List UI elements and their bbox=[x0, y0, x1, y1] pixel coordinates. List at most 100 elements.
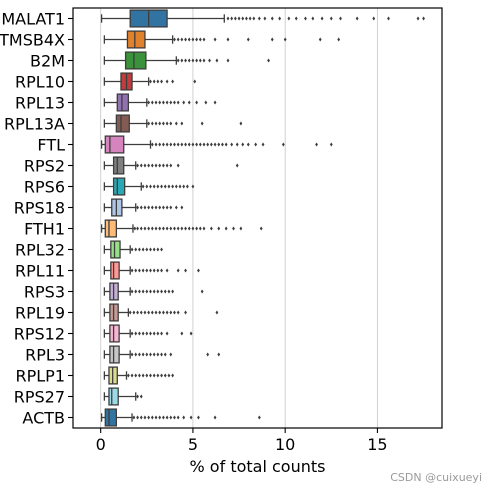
outlier-ftl-7 bbox=[176, 142, 180, 147]
outlier-ftl-27 bbox=[281, 142, 285, 147]
outlier-rps6-12 bbox=[185, 184, 189, 189]
outlier-rpl13-6 bbox=[169, 100, 173, 105]
outlier-rps2-5 bbox=[154, 163, 158, 168]
outlier-malat1-7 bbox=[252, 16, 256, 21]
outlier-rpl13-3 bbox=[158, 100, 162, 105]
outlier-malat1-20 bbox=[372, 16, 376, 21]
outlier-rps3-12 bbox=[200, 289, 204, 294]
vertical-gridlines bbox=[100, 8, 378, 428]
outlier-rpl19-4 bbox=[143, 310, 147, 315]
outlier-malat1-11 bbox=[278, 16, 282, 21]
outlier-ftl-19 bbox=[221, 142, 224, 147]
outlier-rps6-8 bbox=[171, 184, 175, 189]
outlier-rpl32-1 bbox=[134, 247, 138, 252]
outlier-rpl11-10 bbox=[176, 268, 180, 273]
outlier-rps12-8 bbox=[160, 331, 163, 336]
outlier-ftl-22 bbox=[235, 142, 239, 147]
outlier-fth1-5 bbox=[150, 226, 154, 231]
outlier-fth1-24 bbox=[239, 226, 243, 231]
outlier-rps2-10 bbox=[176, 163, 180, 168]
box-actb bbox=[100, 408, 261, 427]
outlier-fth1-11 bbox=[173, 226, 176, 231]
y-tick-label-rplp1: RPLP1 bbox=[15, 367, 65, 386]
outlier-rps6-9 bbox=[174, 184, 178, 189]
iqr-box-rps6 bbox=[112, 177, 126, 196]
outlier-rplp1-10 bbox=[163, 373, 167, 378]
outlier-fth1-13 bbox=[180, 226, 184, 231]
outlier-rps6-13 bbox=[191, 184, 195, 189]
outlier-rpl19-1 bbox=[132, 310, 136, 315]
outlier-rpl3-3 bbox=[141, 352, 145, 357]
box-rps6 bbox=[103, 177, 195, 196]
outlier-malat1-19 bbox=[355, 16, 359, 21]
outlier-ftl-3 bbox=[162, 142, 165, 147]
outlier-b2m-4 bbox=[191, 58, 195, 63]
outlier-rps3-8 bbox=[160, 289, 163, 294]
outlier-malat1-2 bbox=[233, 16, 237, 21]
outlier-tmsb4x-12 bbox=[270, 37, 274, 42]
outlier-rpl13-13 bbox=[213, 100, 217, 105]
outlier-rpl32-3 bbox=[141, 247, 145, 252]
outlier-malat1-14 bbox=[304, 16, 307, 21]
outlier-tmsb4x-3 bbox=[184, 37, 187, 42]
outlier-malat1-3 bbox=[237, 16, 241, 21]
outlier-actb-13 bbox=[182, 415, 186, 420]
outlier-actb-15 bbox=[197, 415, 200, 420]
outlier-tmsb4x-2 bbox=[180, 37, 184, 42]
outlier-ftl-13 bbox=[198, 142, 202, 147]
outlier-tmsb4x-7 bbox=[198, 37, 202, 42]
box-rpl19 bbox=[103, 303, 219, 322]
outlier-b2m-8 bbox=[208, 58, 211, 63]
outlier-rpl13a-7 bbox=[174, 121, 178, 126]
outlier-rpl3-4 bbox=[145, 352, 149, 357]
outlier-rpl19-3 bbox=[139, 310, 143, 315]
outlier-actb-11 bbox=[173, 415, 176, 420]
box-tmsb4x bbox=[103, 30, 341, 49]
outlier-malat1-1 bbox=[230, 16, 234, 21]
iqr-box-fth1 bbox=[104, 219, 118, 238]
outlier-b2m-3 bbox=[187, 58, 191, 63]
outlier-rpl32-5 bbox=[149, 247, 152, 252]
outlier-fth1-25 bbox=[259, 226, 263, 231]
outlier-rps18-8 bbox=[165, 205, 169, 210]
outlier-ftl-6 bbox=[173, 142, 176, 147]
outlier-rpl11-7 bbox=[156, 268, 160, 273]
outlier-rps12-3 bbox=[141, 331, 145, 336]
outlier-actb-12 bbox=[176, 415, 180, 420]
outlier-ftl-1 bbox=[154, 142, 158, 147]
box-rpl10 bbox=[103, 72, 197, 91]
outlier-rpl3-5 bbox=[149, 352, 152, 357]
outlier-rps18-0 bbox=[136, 205, 139, 210]
outlier-ftl-24 bbox=[246, 142, 250, 147]
y-tick-label-ftl: FTL bbox=[37, 136, 65, 155]
box-rps12 bbox=[103, 324, 193, 343]
outlier-rps12-10 bbox=[180, 331, 184, 336]
outlier-ftl-25 bbox=[254, 142, 258, 147]
outlier-fth1-3 bbox=[143, 226, 147, 231]
outlier-fth1-21 bbox=[217, 226, 221, 231]
outlier-rpl3-2 bbox=[138, 352, 141, 357]
outlier-rpl19-7 bbox=[154, 310, 158, 315]
outlier-tmsb4x-14 bbox=[318, 37, 322, 42]
outlier-rpl11-12 bbox=[197, 268, 200, 273]
iqr-box-rpl32 bbox=[110, 240, 121, 259]
outlier-rpl13-8 bbox=[176, 100, 180, 105]
outlier-rplp1-6 bbox=[149, 373, 152, 378]
outlier-rps6-5 bbox=[160, 184, 163, 189]
outlier-rpl19-10 bbox=[165, 310, 169, 315]
y-tick-marks bbox=[68, 17, 73, 419]
y-tick-label-tmsb4x: TMSB4X bbox=[0, 31, 65, 50]
outlier-rps6-10 bbox=[178, 184, 182, 189]
outlier-rps6-3 bbox=[152, 184, 156, 189]
x-ticks: 0 5 10 15 bbox=[96, 428, 388, 454]
outlier-rpl3-7 bbox=[156, 352, 160, 357]
outlier-rps18-4 bbox=[150, 205, 154, 210]
iqr-box-tmsb4x bbox=[126, 30, 146, 49]
outlier-rpl13a-3 bbox=[158, 121, 162, 126]
outlier-ftl-18 bbox=[217, 142, 221, 147]
outlier-ftl-8 bbox=[180, 142, 184, 147]
outlier-rps2-1 bbox=[139, 163, 143, 168]
outlier-rpl10-1 bbox=[152, 79, 156, 84]
outlier-rpl13-0 bbox=[147, 100, 151, 105]
